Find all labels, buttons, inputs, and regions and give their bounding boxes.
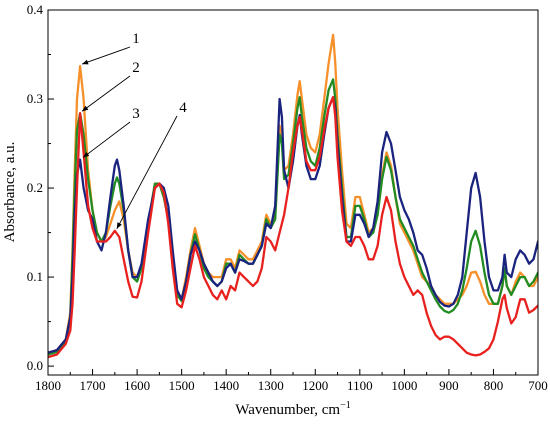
x-tick-label: 1100 — [347, 378, 373, 393]
x-tick-label: 700 — [528, 378, 548, 393]
annotation-label-3: 3 — [132, 106, 140, 122]
x-axis-title: Wavenumber, cm−1 — [235, 400, 350, 418]
annotation-arrow-2 — [81, 75, 131, 112]
annotation-arrowhead-4 — [116, 222, 122, 229]
y-tick-label: 0.2 — [27, 180, 43, 195]
annotation-arrow-4 — [116, 115, 178, 229]
x-tick-label: 1000 — [391, 378, 417, 393]
annotation-arrowhead-2 — [82, 105, 89, 112]
annotation-arrowhead-1 — [82, 59, 89, 65]
y-tick-label: 0.0 — [27, 358, 43, 373]
x-tick-label: 1800 — [35, 378, 61, 393]
x-tick-label: 1600 — [124, 378, 150, 393]
y-tick-label: 0.4 — [27, 2, 44, 17]
x-tick-label: 900 — [439, 378, 459, 393]
x-tick-label: 1200 — [302, 378, 328, 393]
annotation-label-4: 4 — [179, 100, 187, 116]
annotation-label-2: 2 — [132, 60, 140, 76]
x-tick-label: 1400 — [213, 378, 239, 393]
series-line-2 — [48, 78, 538, 356]
x-tick-label: 1300 — [258, 378, 284, 393]
x-tick-label: 1500 — [169, 378, 195, 393]
annotation-arrow-1 — [81, 46, 131, 65]
annotation-arrowhead-3 — [82, 151, 90, 158]
x-tick-label: 800 — [484, 378, 504, 393]
y-axis-title: Absorbance, a.u. — [2, 142, 18, 243]
x-tick-label: 1700 — [80, 378, 106, 393]
series-line-4 — [48, 96, 538, 359]
annotation-label-1: 1 — [132, 31, 140, 47]
y-tick-label: 0.3 — [27, 91, 43, 106]
annotation-arrow-3 — [82, 121, 131, 158]
y-tick-label: 0.1 — [27, 269, 43, 284]
